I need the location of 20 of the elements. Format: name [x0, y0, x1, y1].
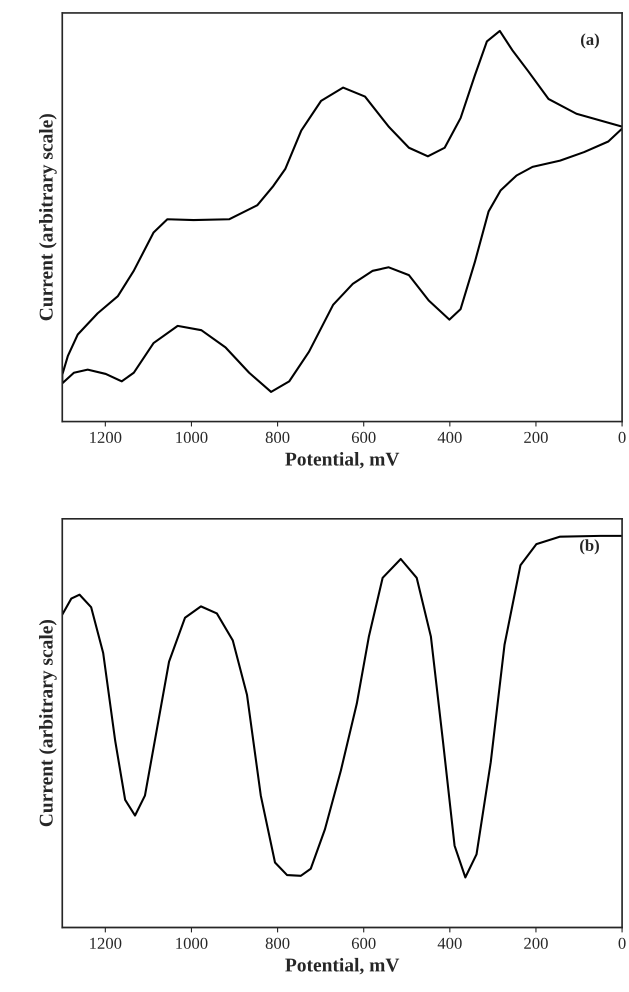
x-tick-label: 1200: [90, 938, 122, 949]
y-axis-title: Current (arbitrary scale): [39, 620, 57, 826]
x-tick-label: 200: [524, 432, 548, 444]
annotation: (b): [580, 539, 599, 554]
x-tick-label: 0: [618, 938, 626, 949]
x-tick-label: 400: [438, 432, 462, 444]
x-tick-label: 800: [266, 432, 290, 444]
x-tick-label: 1200: [90, 432, 122, 444]
x-tick-label: 600: [352, 432, 376, 444]
x-tick-label: 600: [352, 938, 376, 949]
x-tick-label: 0: [618, 432, 626, 444]
x-axis-title: Potential, mV: [285, 452, 400, 468]
x-tick-label: 800: [266, 938, 290, 949]
x-tick-label: 1000: [176, 938, 208, 949]
annotation: (a): [580, 33, 599, 48]
x-tick-label: 200: [524, 938, 548, 949]
x-axis-title: Potential, mV: [285, 958, 400, 974]
x-tick-label: 1000: [176, 432, 208, 444]
y-axis-title: Current (arbitrary scale): [39, 114, 57, 320]
x-tick-label: 400: [438, 938, 462, 949]
